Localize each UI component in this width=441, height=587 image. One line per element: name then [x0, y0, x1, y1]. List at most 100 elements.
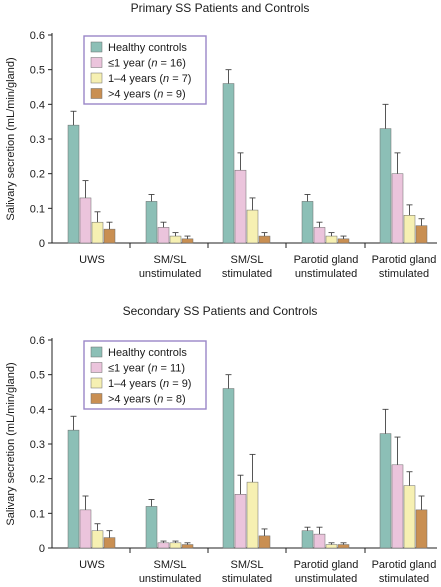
legend-entry-count: = 9): [169, 378, 191, 390]
y-tick-label: 0: [39, 238, 45, 250]
y-tick-label: 0.4: [30, 404, 45, 416]
bar: [103, 537, 116, 549]
chart-panel-2: Secondary SS Patients and Controls Saliva…: [5, 304, 437, 585]
legend-swatch: [90, 57, 103, 68]
legend-entry-count: = 16): [157, 58, 185, 70]
category-label-line2: stimulated: [379, 573, 429, 585]
legend-entry-n: n: [157, 394, 163, 406]
category-label-line2: stimulated: [379, 268, 429, 280]
legend-entry: 1–4 years (n = 9): [108, 378, 191, 390]
y-tick-label: 0.5: [30, 370, 45, 382]
bar: [169, 235, 182, 244]
legend-box: [83, 340, 207, 410]
y-tick-label: 0.6: [30, 335, 45, 347]
bar: [91, 530, 104, 549]
bar: [157, 542, 170, 549]
bar: [258, 535, 271, 549]
category-label: Parotid gland: [372, 254, 437, 266]
legend-entry-n: n: [151, 58, 157, 70]
bar: [234, 169, 247, 244]
category-label-line2: stimulated: [222, 268, 272, 280]
legend: Healthy controls≤1 year (n = 16)1–4 year…: [83, 35, 207, 105]
legend-entry-count: = 7): [169, 73, 191, 85]
legend: Healthy controls≤1 year (n = 11)1–4 year…: [83, 340, 207, 410]
y-tick-label: 0.2: [30, 169, 45, 181]
bar: [301, 530, 314, 549]
legend-entry: >4 years (n = 9): [108, 89, 186, 101]
category-label-line2: unstimulated: [295, 573, 357, 585]
bar: [67, 124, 80, 244]
bar: [403, 485, 416, 549]
bar: [313, 533, 326, 549]
bar: [246, 481, 259, 549]
bar: [258, 235, 271, 244]
legend-entry-text: ≤1 year (: [108, 58, 152, 70]
legend-box: [83, 35, 207, 105]
y-tick-label: 0.1: [30, 508, 45, 520]
bar: [337, 238, 350, 244]
legend-entry-text: >4 years (: [108, 394, 158, 406]
bar: [103, 228, 116, 244]
bar: [391, 173, 404, 244]
category-label: Parotid gland: [294, 254, 359, 266]
bar: [391, 464, 404, 549]
y-tick-label: 0.4: [30, 99, 45, 111]
legend-entry: Healthy controls: [108, 347, 187, 359]
legend-entry-text: 1–4 years (: [108, 378, 163, 390]
legend-swatch: [90, 72, 103, 84]
category-label: SM/SL: [230, 559, 263, 571]
legend-swatch: [90, 393, 103, 404]
bar: [379, 433, 392, 549]
legend-entry: >4 years (n = 8): [108, 394, 186, 406]
y-tick-label: 0.3: [30, 134, 45, 146]
legend-swatch: [90, 41, 103, 53]
category-label: SM/SL: [230, 254, 263, 266]
legend-entry-n: n: [163, 378, 169, 390]
y-tick-label: 0.6: [30, 30, 45, 42]
bar: [234, 494, 247, 549]
category-label: UWS: [79, 559, 105, 571]
legend-entry-n: n: [151, 363, 157, 375]
legend-entry-text: ≤1 year (: [108, 363, 152, 375]
legend-entry: Healthy controls: [108, 42, 187, 54]
category-label-line2: unstimulated: [295, 268, 357, 280]
y-tick-label: 0.1: [30, 203, 45, 215]
legend-swatch: [90, 362, 103, 373]
y-axis-label: Salivary secretion (mL/min/gland): [5, 362, 17, 525]
category-label: SM/SL: [153, 254, 186, 266]
bar: [325, 235, 338, 244]
y-tick-label: 0.3: [30, 439, 45, 451]
bar: [313, 227, 326, 244]
category-label: UWS: [79, 254, 105, 266]
bar: [337, 544, 350, 549]
category-label: SM/SL: [153, 559, 186, 571]
y-tick-label: 0.5: [30, 65, 45, 77]
legend-entry-count: = 11): [157, 363, 185, 375]
y-tick-label: 0.2: [30, 474, 45, 486]
legend-entry: 1–4 years (n = 7): [108, 73, 191, 85]
legend-swatch: [90, 346, 103, 358]
legend-entry-n: n: [163, 73, 169, 85]
bar: [145, 506, 158, 549]
bar: [91, 221, 104, 244]
legend-entry-n: n: [157, 89, 163, 101]
bar: [325, 544, 338, 549]
legend-entry-text: 1–4 years (: [108, 73, 163, 85]
bar: [222, 83, 235, 244]
bar: [246, 209, 259, 244]
bar: [157, 227, 170, 244]
legend-entry-count: = 8): [163, 394, 185, 406]
category-label-line2: unstimulated: [139, 573, 201, 585]
bar: [403, 215, 416, 244]
bar: [415, 225, 428, 244]
y-tick-label: 0: [39, 543, 45, 555]
chart-panel-1: Primary SS Patients and Controls Salivary…: [5, 1, 437, 280]
bar: [415, 509, 428, 549]
bar: [222, 388, 235, 549]
bar: [379, 128, 392, 244]
category-label: Parotid gland: [372, 559, 437, 571]
legend-entry-count: = 9): [163, 89, 185, 101]
category-label-line2: unstimulated: [139, 268, 201, 280]
category-label: Parotid gland: [294, 559, 359, 571]
